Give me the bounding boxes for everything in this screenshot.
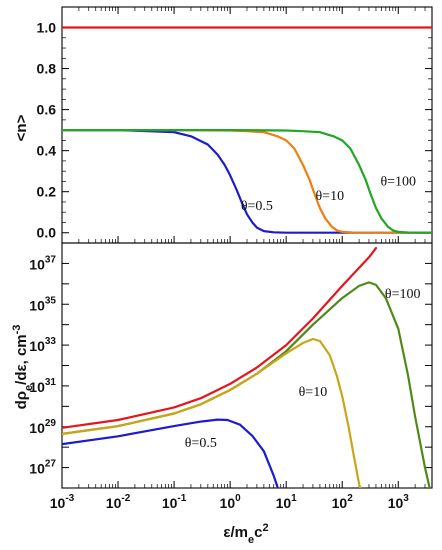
bottom-series-line-3 [62,418,279,488]
x-axis-label: ε/mec2 [223,522,268,546]
top-y-tick-label: 1.0 [37,20,57,36]
top-annotation-2: θ=0.5 [241,199,273,214]
bottom-y-tick-label: 1037 [29,254,56,272]
top-panel: 0.0 0.2 0.4 0.6 0.8 1.0 θ=100 θ=10 θ=0.5 [37,6,433,244]
bottom-annotation-0: θ=100 [385,287,421,302]
top-series-line-1 [62,129,432,234]
bottom-annotation-1: θ=10 [299,385,328,400]
bottom-x-tick-label: 101 [276,493,298,511]
top-y-tick-label: 0.8 [37,61,57,77]
top-y-tick-label: 0.2 [37,184,57,200]
bottom-x-tick-label: 10-3 [50,493,75,511]
bottom-x-tick-label: 100 [220,493,242,511]
bottom-y-axis-label: dρe/dε, cm-3 [11,325,35,410]
bottom-y-tick-label: 1033 [29,336,56,354]
top-series-line-3 [62,129,432,234]
bottom-x-tick-label: 10-1 [162,493,187,511]
top-y-tick-label: 0.4 [37,143,57,159]
top-y-tick-label: 0.0 [37,225,57,241]
top-y-axis-label: <n> [13,114,30,141]
bottom-series-line-2 [62,337,362,488]
bottom-series-line-1 [62,281,431,488]
top-series-line-2 [62,129,432,234]
top-annotation-0: θ=100 [380,175,416,190]
bottom-y-tick-label: 1035 [29,295,56,313]
bottom-x-tick-label: 10-2 [106,493,131,511]
top-y-tick-label: 0.6 [37,102,57,118]
bottom-series-line-0 [62,247,378,429]
bottom-y-tick-label: 1027 [29,459,56,477]
bottom-x-tick-label: 103 [388,493,410,511]
bottom-y-tick-label: 1029 [29,418,56,436]
bottom-annotation-2: θ=0.5 [185,436,217,451]
bottom-plot-frame [61,242,433,489]
bottom-x-tick-label: 102 [332,493,354,511]
bottom-panel: 1027 1029 1031 1033 1035 1037 10-3 10-2 10-1 100 1… [29,236,433,511]
bottom-y-tick-label: 1031 [29,377,56,395]
top-annotation-1: θ=10 [315,189,344,204]
